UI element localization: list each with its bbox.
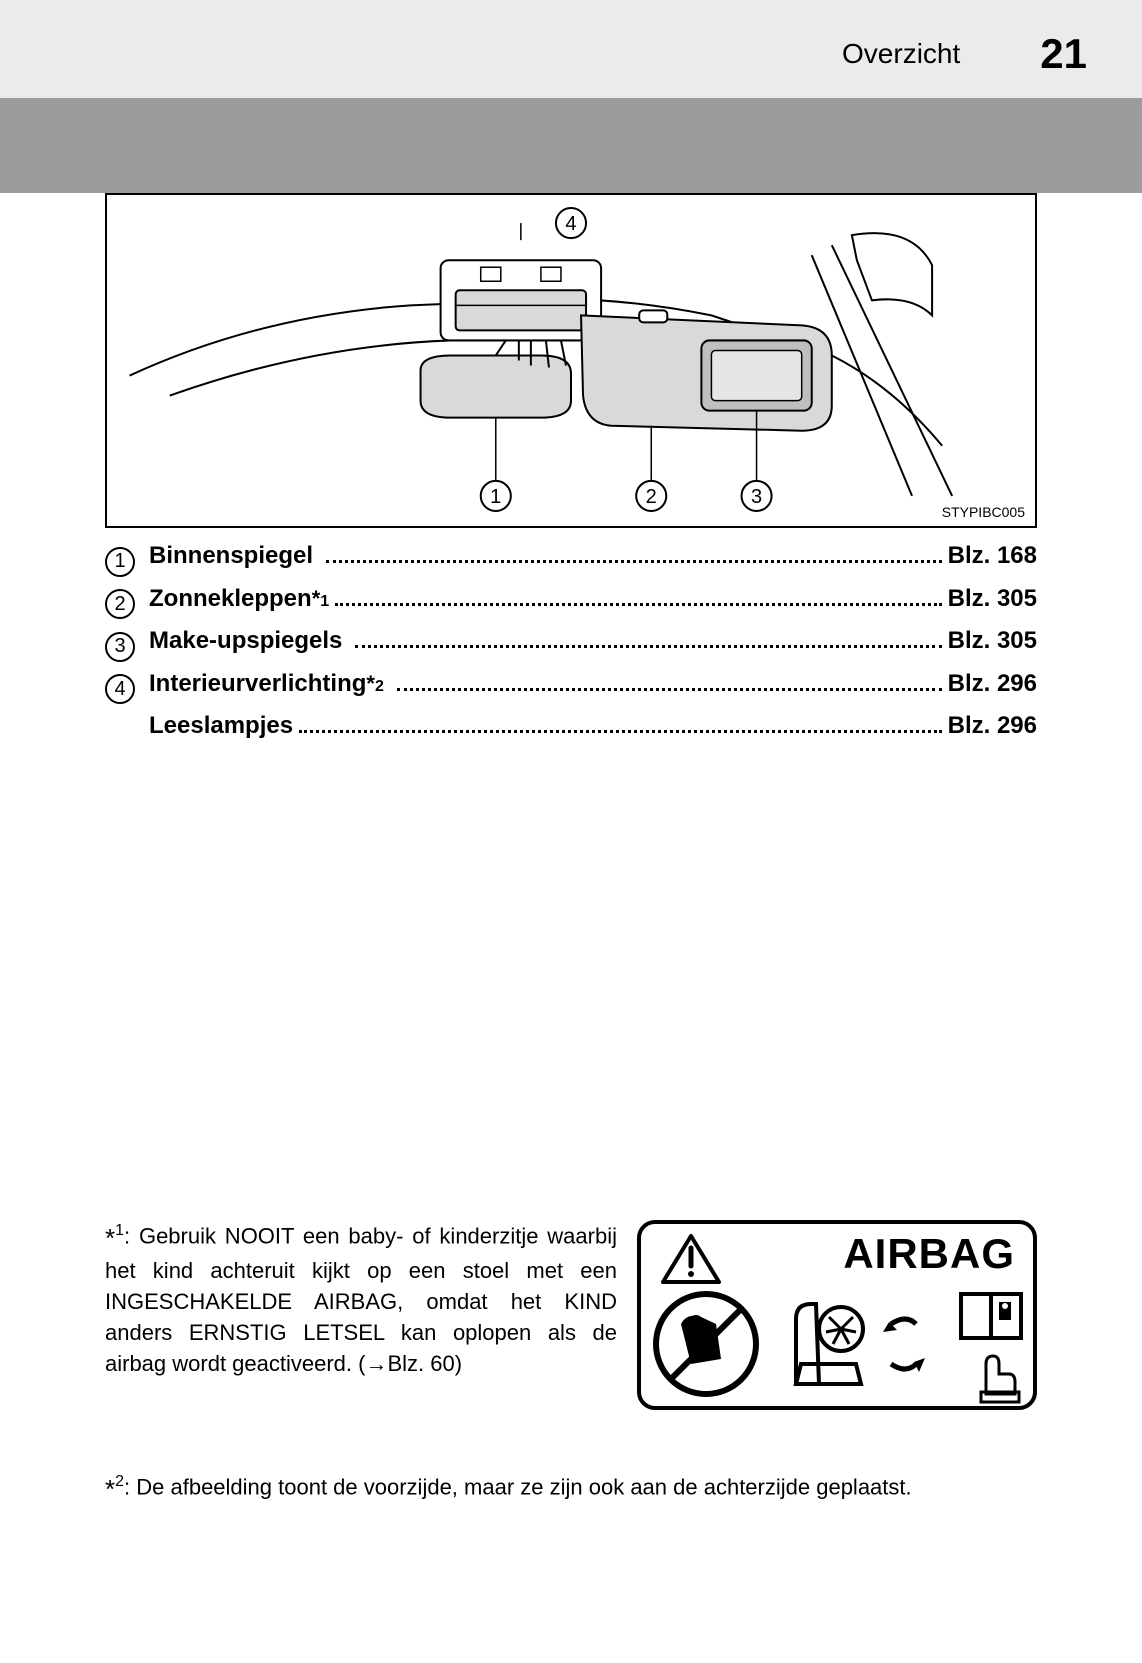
toc-dots — [397, 688, 942, 691]
diagram-svg: 4 1 2 3 — [107, 195, 1035, 526]
toc-sup-num: 2 — [375, 678, 384, 696]
toc-num: 1 — [105, 547, 135, 577]
interior-diagram: 4 1 2 3 STYPIBC005 — [105, 193, 1037, 528]
toc-page: Blz. 296 — [948, 712, 1037, 740]
toc-spacer — [384, 670, 391, 698]
toc-row: 1 Binnenspiegel Blz. 168 — [105, 542, 1037, 573]
toc-row: Leeslampjes Blz. 296 — [149, 712, 1037, 740]
footnote-2: *2: De afbeelding toont de voorzijde, ma… — [105, 1470, 1037, 1509]
section-title: Overzicht — [842, 38, 960, 70]
fn-sup: 2 — [115, 1473, 124, 1490]
toc-page: Blz. 305 — [948, 627, 1037, 655]
toc-spacer — [342, 627, 349, 655]
toc-sup: * — [312, 586, 321, 612]
fn-star: * — [105, 1474, 115, 1504]
fn-body: : De afbeelding toont de voorzijde, maar… — [124, 1474, 912, 1499]
svg-text:1: 1 — [490, 486, 501, 508]
toc-label: Zonnekleppen — [149, 585, 312, 613]
footnote-1: *1: Gebruik NOOIT een baby- of kinderzit… — [105, 1220, 1037, 1410]
airbag-title: AIRBAG — [843, 1230, 1015, 1278]
toc-dots — [326, 560, 942, 563]
toc-sup: * — [366, 671, 375, 697]
diagram-code: STYPIBC005 — [942, 504, 1025, 520]
fn-sup: 1 — [115, 1222, 124, 1239]
toc-num: 4 — [105, 674, 135, 704]
toc-num: 2 — [105, 589, 135, 619]
svg-text:3: 3 — [751, 486, 762, 508]
fn-star: * — [105, 1223, 115, 1253]
toc-label: Interieurverlichting — [149, 670, 366, 698]
toc-page: Blz. 296 — [948, 670, 1037, 698]
svg-text:4: 4 — [565, 213, 576, 235]
fn-body: : Gebruik NOOIT een baby- of kinderzitje… — [105, 1223, 617, 1375]
toc-page: Blz. 305 — [948, 585, 1037, 613]
toc-row: 2 Zonnekleppen*1 Blz. 305 — [105, 585, 1037, 616]
toc-dots — [335, 603, 941, 606]
toc-dots — [355, 645, 942, 648]
toc-list: 1 Binnenspiegel Blz. 168 2 Zonnekleppen*… — [105, 542, 1037, 740]
toc-page: Blz. 168 — [948, 542, 1037, 570]
footnote-text: *1: Gebruik NOOIT een baby- of kinderzit… — [105, 1220, 617, 1380]
toc-spacer — [313, 542, 320, 570]
toc-label: Binnenspiegel — [149, 542, 313, 570]
toc-label: Leeslampjes — [149, 712, 293, 740]
page-number: 21 — [1040, 30, 1087, 78]
page-content: 4 1 2 3 STYPIBC005 1 Binnenspiegel Blz. … — [0, 193, 1142, 1663]
toc-sup-num: 1 — [320, 593, 329, 611]
toc-num: 3 — [105, 632, 135, 662]
toc-row: 3 Make-upspiegels Blz. 305 — [105, 627, 1037, 658]
toc-row: 4 Interieurverlichting*2 Blz. 296 — [105, 670, 1037, 701]
page-header: Overzicht 21 — [0, 0, 1142, 98]
toc-dots — [299, 730, 942, 733]
header-band — [0, 98, 1142, 193]
airbag-warning-label: AIRBAG — [637, 1220, 1037, 1410]
svg-text:2: 2 — [646, 486, 657, 508]
toc-label: Make-upspiegels — [149, 627, 342, 655]
